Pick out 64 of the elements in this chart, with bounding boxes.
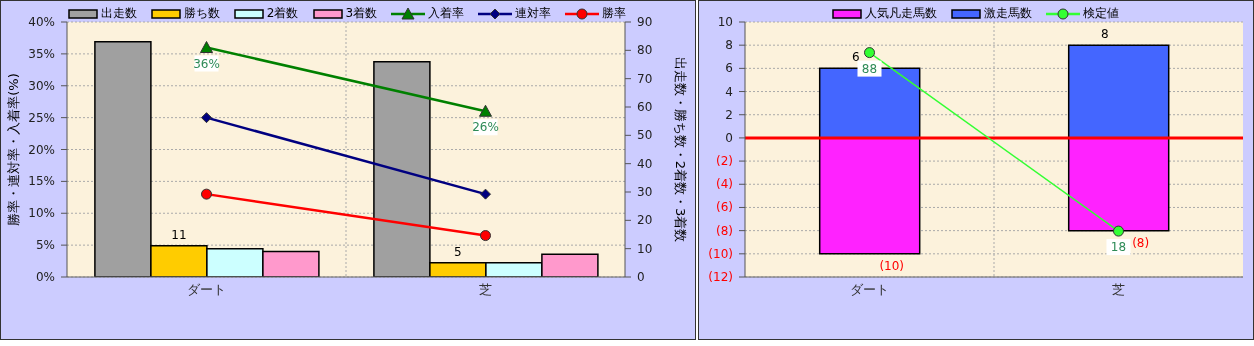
- y-tick-label: 10: [717, 15, 733, 29]
- legend-label: 人気凡走馬数: [863, 5, 937, 22]
- legend-label: 激走馬数: [982, 5, 1032, 22]
- bar: [1067, 44, 1170, 139]
- legend-label: 入着率: [427, 5, 465, 22]
- y-tick-label: (2): [716, 154, 733, 169]
- y-tick-label: 35%: [28, 46, 55, 61]
- y-tick-label: 6: [725, 61, 733, 76]
- y-tick-label: 4: [725, 84, 733, 99]
- y2-axis-title: 出走数・勝ち数・2着数・3着数: [673, 56, 689, 243]
- legend-label: 出走数: [99, 5, 137, 22]
- y2-tick-label: 50: [637, 128, 653, 143]
- y-tick-label: 2: [725, 107, 733, 122]
- y2-tick-label: 0: [637, 270, 645, 284]
- point: [480, 188, 491, 200]
- y-tick-label: 0: [725, 130, 733, 145]
- x-tick-label: ダート: [850, 282, 889, 298]
- y-axis-title: 勝率・連対率・入着率(%): [5, 73, 21, 226]
- y-tick-label: (12): [708, 270, 733, 284]
- y-tick-label: 30%: [28, 78, 55, 93]
- data-label: 5: [454, 244, 462, 259]
- data-label: (10): [879, 258, 905, 273]
- legend-label: 連対率: [514, 5, 552, 22]
- y-tick-label: (6): [716, 200, 733, 215]
- point: [480, 230, 491, 242]
- legend-label: 勝率: [601, 5, 627, 22]
- y2-tick-label: 90: [637, 15, 653, 29]
- data-label: 6: [851, 50, 860, 65]
- data-label: 18: [1110, 240, 1127, 255]
- y2-tick-label: 30: [637, 185, 653, 199]
- y-tick-label: 15%: [28, 174, 55, 189]
- point: [201, 188, 212, 200]
- legend-label: 2着数: [265, 5, 299, 22]
- point: [201, 112, 212, 124]
- y2-tick-label: 10: [637, 241, 653, 256]
- y2-tick-label: 80: [637, 43, 653, 58]
- y2-tick-label: 70: [637, 71, 653, 86]
- legend-label: 3着数: [344, 5, 378, 22]
- x-tick-label: ダート: [187, 282, 226, 298]
- legend-label: 勝ち数: [182, 5, 220, 22]
- y-tick-label: 10%: [28, 206, 55, 221]
- y-tick-label: (8): [716, 223, 733, 238]
- data-label: (8): [1132, 235, 1150, 250]
- legend-label: 検定値: [1081, 5, 1119, 22]
- x-tick-label: 芝: [479, 282, 492, 298]
- y-tick-label: (10): [708, 246, 733, 261]
- y-tick-label: 0%: [35, 270, 55, 284]
- y-tick-label: 8: [725, 38, 733, 53]
- y2-tick-label: 20: [637, 213, 653, 228]
- data-label: 11: [171, 227, 187, 242]
- y-tick-label: 40%: [28, 15, 55, 29]
- y-tick-label: 25%: [28, 110, 55, 125]
- y2-tick-label: 40: [637, 156, 653, 171]
- bar: [818, 137, 921, 255]
- y-tick-label: 20%: [28, 142, 55, 157]
- data-label: 26%: [472, 120, 499, 135]
- x-tick-label: 芝: [1112, 282, 1125, 298]
- data-label: 8: [1100, 27, 1109, 42]
- data-label: 36%: [193, 56, 220, 71]
- data-label: 88: [861, 61, 878, 76]
- bar: [1067, 137, 1170, 232]
- y-tick-label: (4): [716, 177, 733, 192]
- y-tick-label: 5%: [35, 238, 55, 253]
- y2-tick-label: 60: [637, 100, 653, 114]
